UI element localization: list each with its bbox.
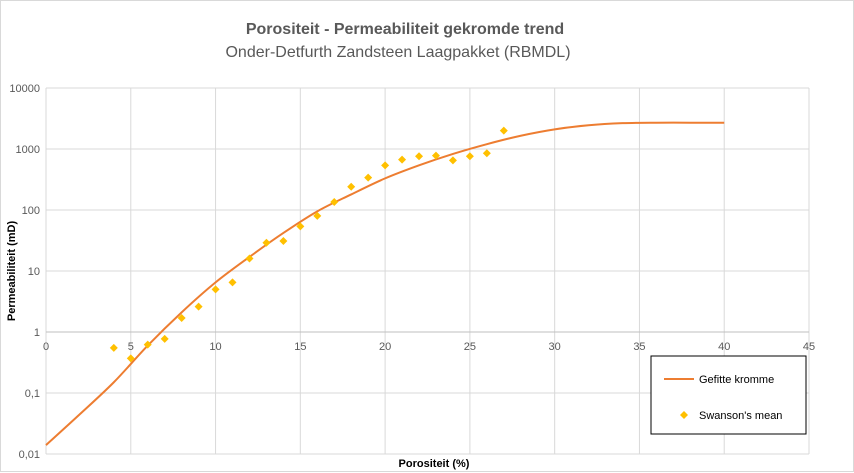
x-tick-label: 10 bbox=[209, 341, 221, 353]
legend-box bbox=[650, 355, 807, 435]
data-point bbox=[143, 340, 152, 349]
x-tick-label: 30 bbox=[549, 341, 561, 353]
legend-marker-swatch bbox=[680, 411, 688, 419]
y-tick-label: 1 bbox=[34, 327, 40, 339]
y-tick-label: 0,01 bbox=[19, 449, 40, 461]
fitted-curve-layer bbox=[45, 121, 725, 446]
data-points-layer bbox=[109, 126, 508, 363]
fitted-curve-line bbox=[45, 121, 725, 446]
data-point bbox=[465, 152, 474, 161]
data-point bbox=[364, 173, 373, 182]
legend-label-swanson: Swanson's mean bbox=[699, 410, 782, 422]
y-tick-label: 1000 bbox=[16, 144, 40, 156]
data-point bbox=[415, 152, 424, 161]
data-point bbox=[330, 198, 339, 207]
y-tick-label: 10000 bbox=[9, 83, 40, 95]
data-point bbox=[109, 343, 118, 352]
tick-labels: 0,01 0,1 1 10 100 1000 10000 0 5 10 15 20 25 30 35 40 45 bbox=[9, 83, 815, 461]
data-point bbox=[177, 313, 186, 322]
y-tick-label: 0,1 bbox=[25, 388, 40, 400]
x-tick-label: 40 bbox=[718, 341, 730, 353]
legend-label-fitted: Gefitte kromme bbox=[699, 374, 774, 386]
data-point bbox=[228, 278, 237, 287]
data-point bbox=[279, 237, 288, 246]
x-tick-label: 35 bbox=[633, 341, 645, 353]
x-axis-label: Porositeit (%) bbox=[399, 458, 470, 470]
data-point bbox=[296, 222, 305, 231]
y-tick-label: 10 bbox=[28, 266, 40, 278]
chart-title: Porositeit - Permeabiliteit gekromde tre… bbox=[246, 21, 564, 38]
data-point bbox=[431, 151, 440, 160]
data-point bbox=[448, 156, 457, 165]
data-point bbox=[194, 302, 203, 311]
x-tick-label: 0 bbox=[43, 341, 49, 353]
data-point bbox=[211, 285, 220, 294]
chart-subtitle: Onder-Detfurth Zandsteen Laagpakket (RBM… bbox=[225, 44, 570, 61]
data-point bbox=[499, 126, 508, 135]
x-tick-label: 15 bbox=[294, 341, 306, 353]
data-point bbox=[482, 149, 491, 158]
gridlines bbox=[45, 87, 810, 455]
y-tick-label: 100 bbox=[22, 205, 40, 217]
data-point bbox=[160, 334, 169, 343]
legend: Gefitte kromme Swanson's mean bbox=[650, 355, 807, 435]
x-tick-label: 25 bbox=[464, 341, 476, 353]
x-tick-label: 5 bbox=[128, 341, 134, 353]
x-tick-label: 20 bbox=[379, 341, 391, 353]
y-axis-label: Permeabiliteit (mD) bbox=[6, 221, 18, 322]
data-point bbox=[381, 161, 390, 170]
data-point bbox=[398, 155, 407, 164]
data-point bbox=[262, 238, 271, 247]
data-point bbox=[245, 254, 254, 263]
data-point bbox=[347, 182, 356, 191]
x-tick-label: 45 bbox=[803, 341, 815, 353]
data-point bbox=[313, 211, 322, 220]
